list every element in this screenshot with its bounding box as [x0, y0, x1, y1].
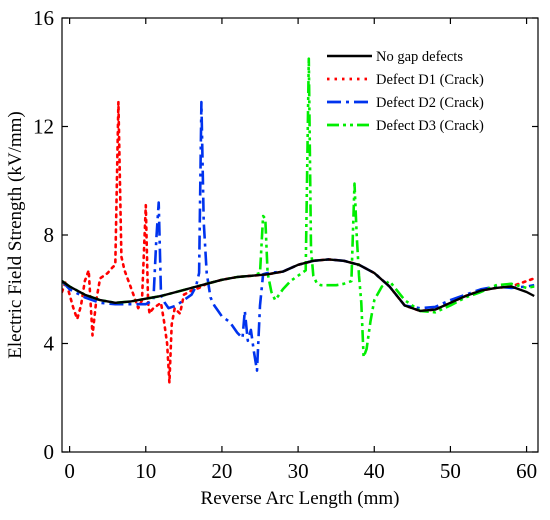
x-tick-label: 60 — [516, 459, 537, 483]
y-tick-label: 0 — [44, 440, 55, 464]
y-tick-label: 8 — [44, 223, 55, 247]
series-line-defect-d3 — [62, 57, 535, 359]
x-tick-label: 0 — [64, 459, 75, 483]
series-line-no-gap-defects — [62, 258, 535, 313]
x-axis-title: Reverse Arc Length (mm) — [201, 488, 400, 509]
legend-label: Defect D3 (Crack) — [376, 118, 484, 134]
y-tick-label: 12 — [33, 115, 54, 139]
series-line-defect-d1 — [62, 100, 536, 385]
series-line-defect-d2 — [62, 100, 535, 372]
x-tick-label: 10 — [135, 459, 156, 483]
x-tick-label: 40 — [364, 459, 385, 483]
x-tick-label: 20 — [211, 459, 232, 483]
legend: No gap defects Defect D1 (Crack) Defect D2… — [327, 49, 484, 134]
y-axis-title: Electric Field Strength (kV/mm) — [5, 111, 26, 358]
y-tick-label: 16 — [33, 6, 54, 30]
legend-label: Defect D2 (Crack) — [376, 95, 484, 111]
axes: 0 10 20 30 40 50 60 0 4 8 12 16 — [33, 6, 539, 483]
x-tick-label: 30 — [288, 459, 309, 483]
legend-label: Defect D1 (Crack) — [376, 72, 484, 88]
legend-label: No gap defects — [376, 49, 463, 65]
y-tick-label: 4 — [44, 332, 55, 356]
x-tick-label: 50 — [440, 459, 461, 483]
plot-area — [62, 57, 536, 385]
